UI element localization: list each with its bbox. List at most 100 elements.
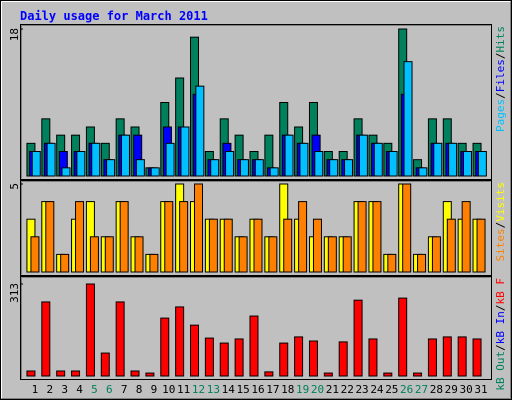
bar	[61, 167, 71, 177]
bar	[461, 201, 471, 273]
bar	[106, 159, 116, 177]
bar	[476, 218, 486, 273]
bar	[472, 338, 482, 377]
x-tick-label: 13	[207, 383, 220, 396]
legend: Sites/Visits	[494, 182, 507, 262]
bar	[225, 151, 235, 177]
bar	[46, 142, 56, 177]
bar	[457, 336, 467, 377]
x-tick-label: 31	[474, 383, 487, 396]
bar	[418, 167, 428, 177]
bar	[223, 218, 233, 273]
bar	[179, 201, 189, 273]
bar	[372, 201, 382, 273]
bar	[446, 218, 456, 273]
x-tick-label: 6	[106, 383, 113, 396]
x-tick-label: 5	[91, 383, 98, 396]
legend-separator: /	[494, 222, 507, 229]
bar	[249, 315, 259, 377]
bar	[403, 61, 413, 177]
y-tick-label: 5	[8, 183, 21, 190]
bar	[195, 85, 205, 177]
legend-entry: kB In	[494, 311, 507, 344]
x-tick-label: 4	[76, 383, 83, 396]
bar	[26, 370, 36, 377]
bar	[427, 338, 437, 377]
bar	[71, 370, 81, 377]
plot-frame	[20, 24, 492, 180]
legend-entry: Sites	[494, 228, 507, 261]
bar	[253, 218, 263, 273]
bar	[238, 236, 248, 273]
x-tick-label: 29	[445, 383, 458, 396]
legend: kB Out/kB In/kB F	[494, 278, 507, 391]
bar	[398, 297, 408, 377]
bar	[135, 159, 145, 177]
bar	[100, 352, 110, 377]
bar	[344, 159, 354, 177]
bar	[329, 159, 339, 177]
legend-separator: /	[494, 92, 507, 99]
bar	[104, 236, 114, 273]
bar	[373, 142, 383, 177]
bar	[175, 306, 185, 377]
bar	[312, 218, 322, 273]
x-tick-label: 28	[430, 383, 443, 396]
bar	[477, 151, 487, 177]
bar	[323, 372, 333, 377]
legend: Pages/Files/Hits	[494, 26, 507, 132]
bar	[327, 236, 337, 273]
bar	[239, 159, 249, 177]
x-tick-label: 18	[281, 383, 294, 396]
bar	[353, 299, 363, 377]
plot-frame	[20, 180, 492, 276]
bar	[130, 370, 140, 377]
x-tick-label: 26	[400, 383, 413, 396]
bar	[283, 218, 293, 273]
bar	[417, 253, 427, 273]
bar	[56, 370, 66, 377]
bar	[268, 236, 278, 273]
x-tick-label: 7	[121, 383, 128, 396]
bar	[357, 201, 367, 273]
x-tick-label: 14	[222, 383, 236, 396]
legend-entry: Hits	[494, 26, 507, 53]
bar	[219, 342, 229, 377]
x-tick-label: 2	[46, 383, 53, 396]
bar	[60, 253, 70, 273]
bar	[413, 372, 423, 377]
bar	[254, 159, 264, 177]
bar	[433, 142, 443, 177]
x-tick-label: 24	[370, 383, 384, 396]
bar	[165, 142, 175, 177]
x-tick-label: 3	[61, 383, 68, 396]
x-tick-label: 10	[162, 383, 175, 396]
x-tick-label: 8	[136, 383, 143, 396]
bar	[448, 142, 458, 177]
legend-separator: /	[494, 53, 507, 60]
bar	[308, 340, 318, 377]
bar	[210, 159, 220, 177]
bar	[279, 342, 289, 377]
bar	[234, 338, 244, 377]
x-tick-label: 21	[326, 383, 339, 396]
legend-separator: /	[494, 344, 507, 351]
bar	[204, 337, 214, 377]
bar	[76, 151, 86, 177]
y-tick-label: 18	[8, 28, 21, 41]
x-tick-label: 15	[236, 383, 249, 396]
bar	[208, 218, 218, 273]
bar	[368, 338, 378, 377]
legend-entry: kB Out	[494, 351, 507, 391]
x-tick-label: 20	[311, 383, 324, 396]
bar	[388, 151, 398, 177]
bar	[338, 341, 348, 377]
x-tick-label: 12	[192, 383, 205, 396]
bar	[91, 142, 101, 177]
bar	[269, 167, 279, 177]
bar	[431, 236, 441, 273]
bar	[402, 183, 412, 273]
bar	[284, 134, 294, 177]
bar	[89, 236, 99, 273]
